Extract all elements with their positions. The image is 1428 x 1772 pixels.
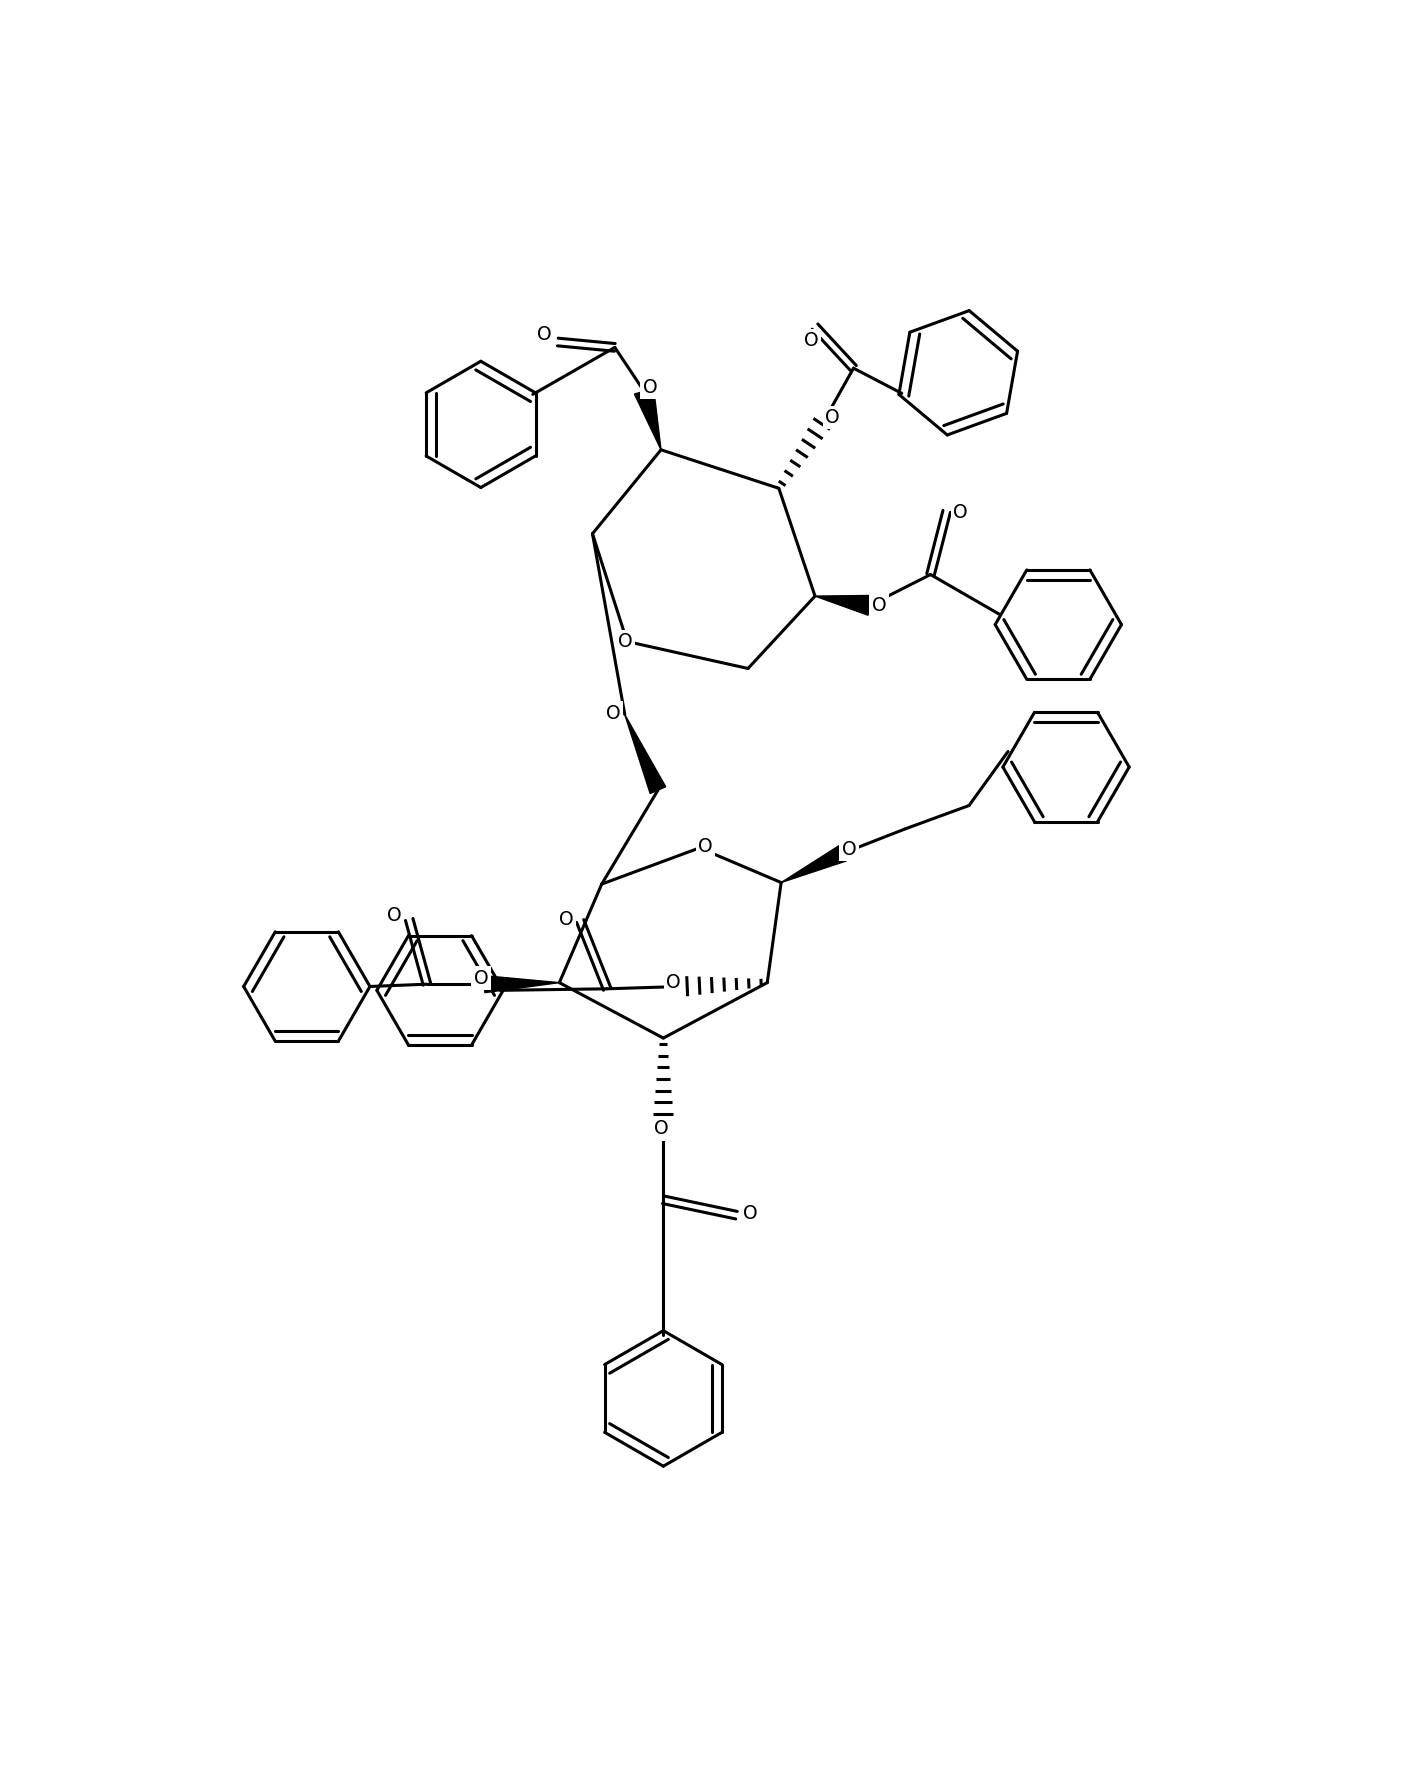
- Text: O: O: [643, 377, 657, 397]
- Text: O: O: [871, 595, 887, 615]
- Text: O: O: [954, 503, 968, 523]
- Polygon shape: [815, 595, 871, 615]
- Text: O: O: [387, 905, 401, 925]
- Text: O: O: [698, 836, 713, 856]
- Text: O: O: [804, 331, 818, 349]
- Text: O: O: [743, 1205, 758, 1223]
- Polygon shape: [781, 845, 847, 882]
- Text: O: O: [841, 840, 857, 859]
- Text: O: O: [618, 633, 633, 650]
- Polygon shape: [634, 388, 661, 450]
- Text: O: O: [605, 703, 621, 723]
- Text: O: O: [654, 1120, 670, 1138]
- Text: O: O: [558, 911, 574, 929]
- Text: O: O: [537, 324, 551, 344]
- Text: O: O: [825, 408, 840, 427]
- Text: O: O: [665, 973, 681, 992]
- Polygon shape: [484, 976, 560, 992]
- Text: O: O: [474, 969, 488, 987]
- Polygon shape: [625, 714, 665, 794]
